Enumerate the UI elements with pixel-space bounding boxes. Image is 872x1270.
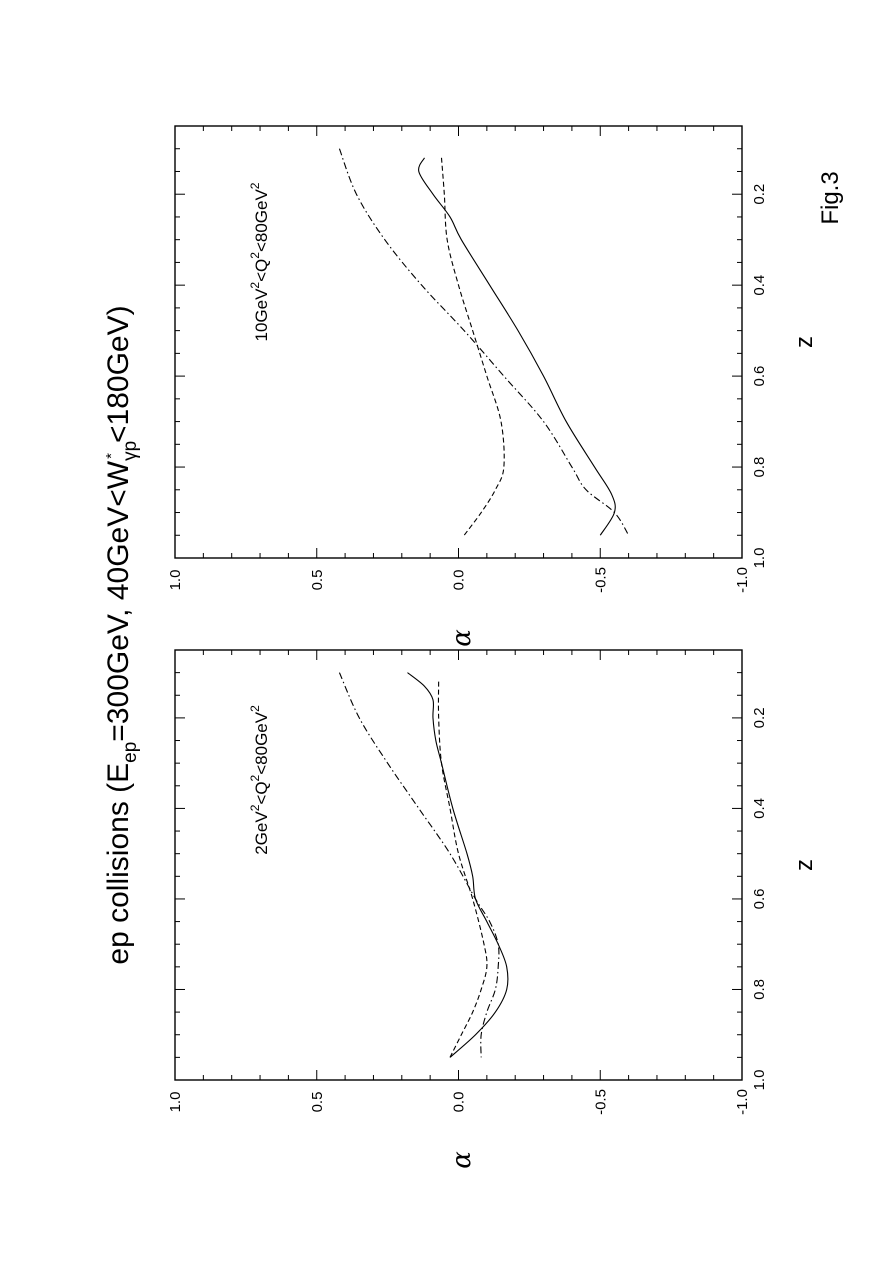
curve-solid [418,157,616,536]
alpha-tick-label: 0.5 [309,570,326,591]
right-annot-b: <Q [252,259,271,282]
title-mid: =300GeV, 40GeV<W [102,460,135,741]
title-sub-ep: ep [120,742,141,763]
figure-label: Fig.3 [817,171,844,224]
title-prefix: ep collisions (E [102,763,135,965]
title-sub-gammap: γp [120,441,141,461]
z-tick-label: 0.2 [751,707,768,728]
title-sup-star: * [103,453,120,459]
right-panel: 0.2 0.4 0.6 0.8 1.0 1.0 0.5 0.0 -0.5 -1.0 z α 10G… [167,125,818,647]
alpha-tick-label: 0.0 [451,570,468,591]
left-tick-marks [174,650,743,1081]
right-annotation: 10GeV2<Q2<80GeV2 [248,182,271,341]
alpha-tick-label: -1.0 [734,567,751,593]
left-annotation: 2GeV2<Q2<80GeV2 [248,705,271,855]
left-annot-sup2: 2 [248,774,262,781]
left-curves [338,672,509,1058]
right-annot-sup1: 2 [248,282,262,289]
right-ylabel: α [447,629,477,647]
curve-dash-dot [338,672,500,1058]
left-ylabel: α [447,1151,477,1169]
z-tick-label: 0.4 [751,798,768,819]
z-tick-label: 0.6 [751,889,768,910]
left-panel: 0.2 0.4 0.6 0.8 1.0 1.0 0.5 0.0 -0.5 -1.0 z α 2Ge… [167,649,818,1169]
z-tick-label: 0.6 [751,366,768,387]
curve-solid [407,672,509,1058]
right-annot-sup3: 2 [248,182,262,189]
svg-text:ep collisions (Eep=300GeV, 40G: ep collisions (Eep=300GeV, 40GeV<Wγp* <18… [102,305,141,964]
z-tick-label: 1.0 [751,548,768,569]
alpha-tick-label: 0.5 [309,1092,326,1113]
curve-dashed [440,157,505,536]
alpha-tick-label: -0.5 [592,567,609,593]
left-xlabel: z [791,859,818,871]
alpha-tick-label: 1.0 [167,1092,184,1113]
z-tick-label: 0.4 [751,275,768,296]
right-annot-a: 10GeV [252,288,271,342]
right-tick-marks [174,126,743,559]
svg-text:10GeV2<Q2<80GeV2: 10GeV2<Q2<80GeV2 [248,182,271,341]
alpha-tick-label: 0.0 [451,1092,468,1113]
alpha-tick-label: -0.5 [592,1089,609,1115]
z-tick-label: 1.0 [751,1070,768,1091]
figure-title: ep collisions (Eep=300GeV, 40GeV<Wγp* <18… [102,305,141,964]
z-tick-label: 0.8 [751,457,768,478]
left-annot-sup1: 2 [248,804,262,811]
title-suffix: <180GeV) [102,305,135,443]
z-tick-label: 0.8 [751,979,768,1000]
alpha-tick-label: 1.0 [167,570,184,591]
curve-dashed [437,681,488,1058]
right-tick-labels: 0.2 0.4 0.6 0.8 1.0 1.0 0.5 0.0 -0.5 -1.0 [167,184,768,593]
alpha-tick-label: -1.0 [734,1089,751,1115]
curve-dash-dot [338,148,630,536]
right-annot-sup2: 2 [248,252,262,259]
left-tick-labels: 0.2 0.4 0.6 0.8 1.0 1.0 0.5 0.0 -0.5 -1.0 [167,707,768,1114]
left-annot-b: <Q [252,781,271,804]
left-annot-sup3: 2 [248,705,262,712]
left-annot-a: 2GeV [252,811,271,855]
svg-text:2GeV2<Q2<80GeV2: 2GeV2<Q2<80GeV2 [248,705,271,855]
right-curves [338,148,630,536]
right-annot-c: <80GeV [252,189,271,253]
z-tick-label: 0.2 [751,184,768,205]
right-xlabel: z [791,336,818,348]
left-annot-c: <80GeV [252,711,271,775]
